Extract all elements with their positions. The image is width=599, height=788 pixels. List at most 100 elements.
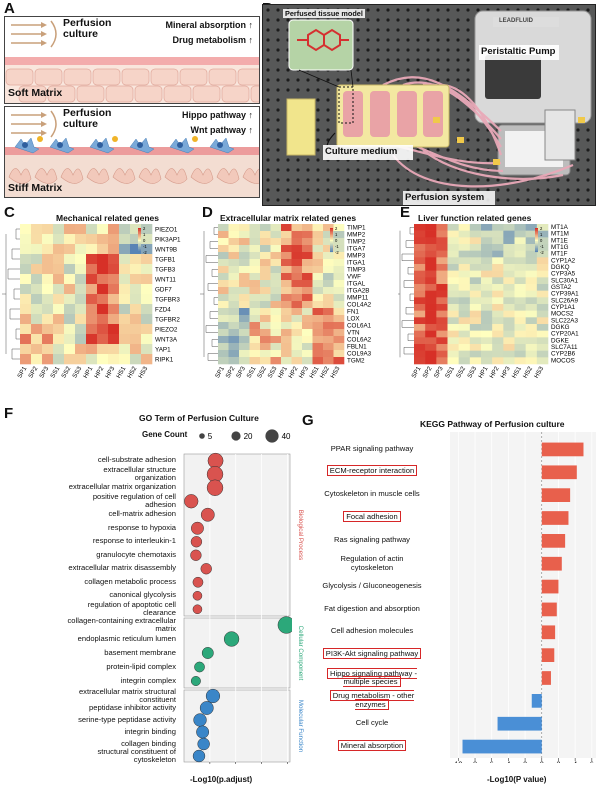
- heatmap-cell: [86, 294, 98, 305]
- go-term-label: protein-lipid complex: [106, 661, 176, 671]
- heatmap-cell: [414, 290, 426, 298]
- color-scale-legend: 210-1-2: [330, 226, 339, 255]
- sample-label: HP3: [500, 365, 512, 380]
- heatmap-cell: [97, 354, 109, 365]
- heatmap-cell: [333, 266, 345, 274]
- heatmap-cell: [525, 317, 538, 325]
- heatmap-cell: [42, 244, 54, 255]
- heatmap-cell: [53, 274, 65, 285]
- go-group-frame: [183, 453, 291, 617]
- heatmap-cell: [525, 304, 538, 311]
- heatmap-cell: [425, 350, 437, 358]
- heatmap-cell: [436, 277, 448, 285]
- heatmap-cell: [447, 237, 459, 245]
- heatmap-cell: [312, 287, 324, 295]
- heatmap-cell: [42, 224, 54, 235]
- heatmap-cell: [503, 344, 515, 351]
- heatmap-cell: [425, 357, 437, 365]
- heatmap-cell: [97, 314, 109, 325]
- heatmap-cell: [414, 310, 426, 318]
- heatmap-cell: [218, 259, 229, 267]
- heatmap-cell: [141, 254, 153, 265]
- heatmap-cell: [536, 324, 549, 331]
- heatmap-cell: [414, 344, 426, 351]
- heatmap-cell: [481, 304, 493, 311]
- gene-label: GDF7: [155, 287, 172, 294]
- heatmap-cell: [414, 284, 426, 291]
- sample-label: SP3: [235, 365, 247, 379]
- heatmap-cell: [536, 284, 549, 291]
- gene-label: TIMP2: [347, 238, 366, 245]
- kegg-x-tick: 8: [473, 762, 477, 764]
- heatmap-cell: [436, 317, 448, 325]
- heatmap-cell: [260, 224, 271, 232]
- heatmap-cell: [97, 264, 109, 275]
- heatmap-cell: [525, 310, 538, 318]
- gene-label: TIMP3: [347, 266, 366, 273]
- heatmap-cell: [525, 324, 538, 331]
- heatmap-cell: [31, 274, 43, 285]
- heatmap-cell: [75, 224, 87, 235]
- heatmap-cell: [514, 344, 526, 351]
- heatmap-cell: [130, 254, 142, 265]
- heatmap-cell: [141, 304, 153, 315]
- heatmap-cell: [333, 245, 345, 253]
- heatmap-cell: [447, 304, 459, 311]
- heatmap-cell: [239, 308, 250, 316]
- sample-label: HS3: [533, 365, 545, 380]
- heatmap-cell: [291, 245, 303, 253]
- heatmap-cell: [270, 308, 282, 316]
- heatmap-cell: [130, 314, 142, 325]
- heatmap-cell: [31, 334, 43, 345]
- kegg-bar: [541, 511, 569, 525]
- heatmap-cell: [53, 254, 65, 265]
- heatmap-cell: [458, 237, 471, 245]
- heatmap-cell: [514, 317, 526, 325]
- heatmap-cell: [281, 294, 292, 302]
- heatmap-cell: [291, 231, 303, 239]
- heatmap-cell: [536, 237, 549, 245]
- heatmap-cell: [228, 350, 240, 358]
- heatmap-cell: [525, 244, 538, 251]
- heatmap-cell: [469, 350, 482, 358]
- heatmap-cell: [302, 315, 313, 323]
- heatmap-cell: [42, 334, 54, 345]
- heatmap-cell: [525, 224, 538, 231]
- heatmap-cell: [469, 270, 482, 278]
- kegg-xlabel: -Log10(P value): [487, 775, 547, 784]
- go-dot: [192, 604, 203, 615]
- heatmap-cell: [260, 357, 271, 365]
- heatmap-cell: [64, 284, 76, 295]
- gene-label: DGKE: [551, 337, 569, 344]
- heatmap-cell: [97, 234, 109, 245]
- heatmap-cell: [302, 224, 313, 232]
- heatmap-c: PIEZO1 PIK3AP1 WNT9B TGFB1 TGFB3 WNT11 GDF7 TGF…: [2, 224, 181, 380]
- go-dot: [193, 713, 207, 727]
- heatmap-cell: [64, 224, 76, 235]
- up-arrow-icon: ↑: [248, 20, 254, 30]
- kegg-bar: [541, 556, 562, 571]
- gene-label: DGKG: [551, 324, 570, 331]
- kegg-x-tick: 2: [523, 762, 527, 764]
- heatmap-cell: [514, 324, 526, 331]
- heatmap-cell: [291, 315, 303, 323]
- heatmap-cell: [270, 315, 282, 323]
- heatmap-cell: [302, 252, 313, 260]
- heatmap-cell: [42, 234, 54, 245]
- heatmap-cell: [514, 304, 526, 311]
- heatmap-cell: [260, 266, 271, 274]
- gene-label: SLC26A9: [551, 297, 578, 304]
- heatmap-cell: [469, 237, 482, 245]
- heatmap-cell: [414, 230, 426, 238]
- heatmap-cell: [281, 259, 292, 267]
- go-term-label: extracellular structure organization: [103, 465, 176, 483]
- heatmap-cell: [218, 329, 229, 337]
- heatmap-cell: [447, 257, 459, 265]
- heatmap-cell: [414, 250, 426, 258]
- gene-label: TGM2: [347, 357, 365, 364]
- go-dot: [205, 688, 221, 704]
- heatmap-cell: [228, 273, 240, 281]
- heatmap-cell: [436, 250, 448, 258]
- kegg-term-label: Glycolysis / Gluconeogenesis: [322, 580, 422, 590]
- heatmap-cell: [414, 317, 426, 325]
